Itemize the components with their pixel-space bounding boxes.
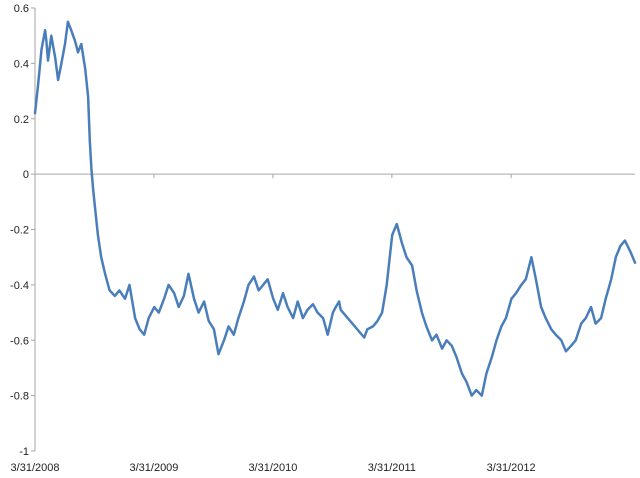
y-tick-label: 0 [23, 169, 29, 181]
y-tick-label: 0.2 [14, 114, 29, 126]
y-tick-label: 0.6 [14, 3, 29, 15]
x-tick-label: 3/31/2011 [368, 462, 416, 474]
y-tick-label: 0.4 [14, 58, 29, 70]
y-tick-label: -0.4 [10, 280, 29, 292]
y-axis: -1 -0.8 -0.6 -0.4 -0.2 0 0.2 0.4 0.6 [10, 3, 36, 458]
x-tick-label: 3/31/2008 [11, 462, 60, 474]
y-tick-label: -0.8 [10, 391, 29, 403]
x-tick-label: 3/31/2010 [248, 462, 297, 474]
x-axis: 3/31/2008 3/31/2009 3/31/2010 3/31/2011 3/31… [11, 173, 635, 474]
y-tick-label: -0.2 [10, 225, 29, 237]
series-layer [33, 20, 637, 397]
y-tick-label: -1 [19, 446, 29, 458]
series-line [33, 20, 637, 397]
x-tick-label: 3/31/2012 [487, 462, 536, 474]
y-tick-label: -0.6 [10, 335, 29, 347]
x-tick-label: 3/31/2009 [129, 462, 178, 474]
